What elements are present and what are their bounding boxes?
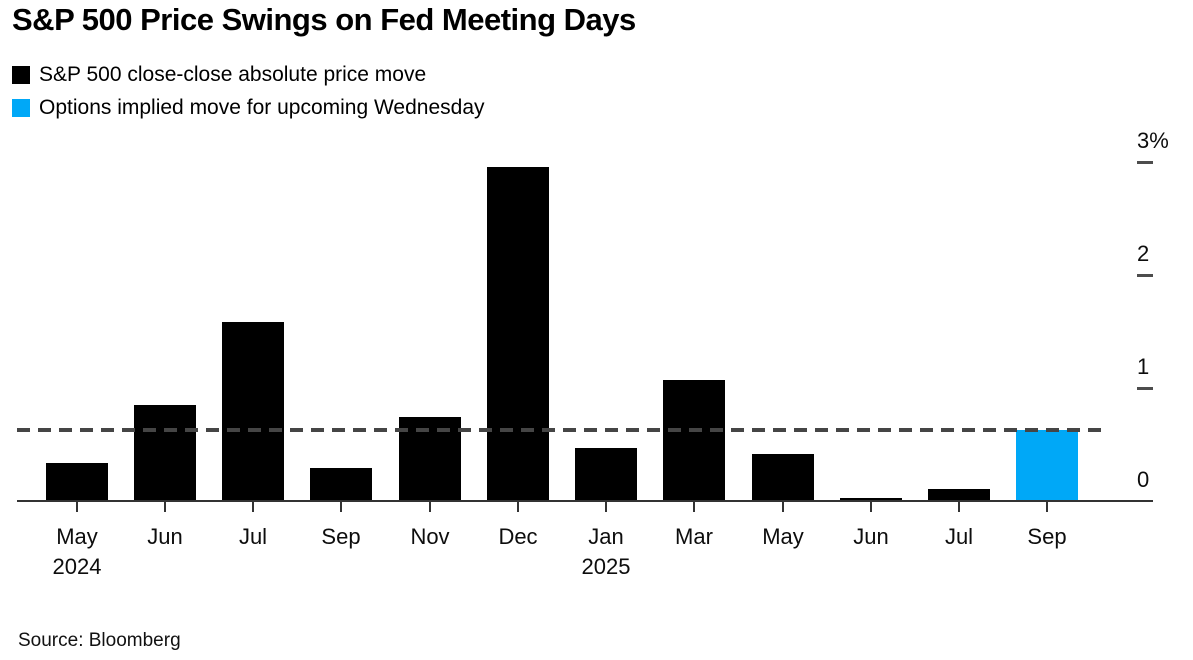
x-axis-tick [164,501,166,512]
bar-jun-1 [134,405,196,501]
x-axis-label-jun: Jun [853,524,889,549]
y-axis-label-1: 1 [1137,354,1150,379]
legend-label-actual-move: S&P 500 close-close absolute price move [39,62,427,86]
bar-sep-3 [310,468,372,501]
y-axis-label-0: 0 [1137,467,1150,492]
x-axis-label-jun: Jun [147,524,183,549]
y-axis-tick [1137,387,1153,390]
x-axis-year-label: 2025 [581,554,631,579]
x-axis-tick [870,501,872,512]
x-axis-tick [76,501,78,512]
x-axis-label-nov: Nov [410,524,450,549]
x-axis-year-label: 2024 [52,554,102,579]
legend-swatch-black [12,65,30,84]
legend-item-actual-move: S&P 500 close-close absolute price move [12,58,485,91]
bar-sep-11 [1016,430,1078,501]
x-axis-label-sep: Sep [321,524,361,549]
chart-title: S&P 500 Price Swings on Fed Meeting Days [12,2,636,37]
legend-item-implied-move: Options implied move for upcoming Wednes… [12,91,485,124]
legend-label-implied-move: Options implied move for upcoming Wednes… [39,95,485,119]
x-axis-tick [429,501,431,512]
y-axis-tick [1137,161,1153,164]
x-axis-label-jul: Jul [944,524,974,549]
x-axis-label-dec: Dec [498,524,538,549]
implied-move-reference-line [17,428,1106,432]
bar-may-8 [752,454,814,501]
x-axis-label-may: May [56,524,98,549]
x-axis-tick [605,501,607,512]
x-axis-baseline [17,500,1153,502]
x-axis-tick [782,501,784,512]
y-axis-tick [1137,274,1153,277]
x-axis-label-jan: Jan [588,524,624,549]
bar-mar-7 [663,380,725,501]
bar-jul-10 [928,489,990,501]
bar-dec-5 [487,167,549,501]
y-axis-label-2: 2 [1137,241,1150,266]
bar-may-0 [46,463,108,501]
x-axis-tick [252,501,254,512]
x-axis-tick [958,501,960,512]
y-axis-label-3: 3% [1137,128,1169,153]
chart-legend: S&P 500 close-close absolute price move … [12,58,485,124]
x-axis-tick [517,501,519,512]
legend-swatch-blue [12,98,30,117]
x-axis-label-jul: Jul [238,524,268,549]
x-axis-tick [340,501,342,512]
bar-jul-2 [222,322,284,501]
x-axis-tick [693,501,695,512]
source-attribution: Source: Bloomberg [18,630,181,651]
x-axis-label-mar: Mar [675,524,713,549]
bar-jun-9 [840,498,902,501]
bar-jan-6 [575,448,637,501]
x-axis-tick [1046,501,1048,512]
x-axis-label-may: May [762,524,804,549]
x-axis-label-sep: Sep [1027,524,1067,549]
